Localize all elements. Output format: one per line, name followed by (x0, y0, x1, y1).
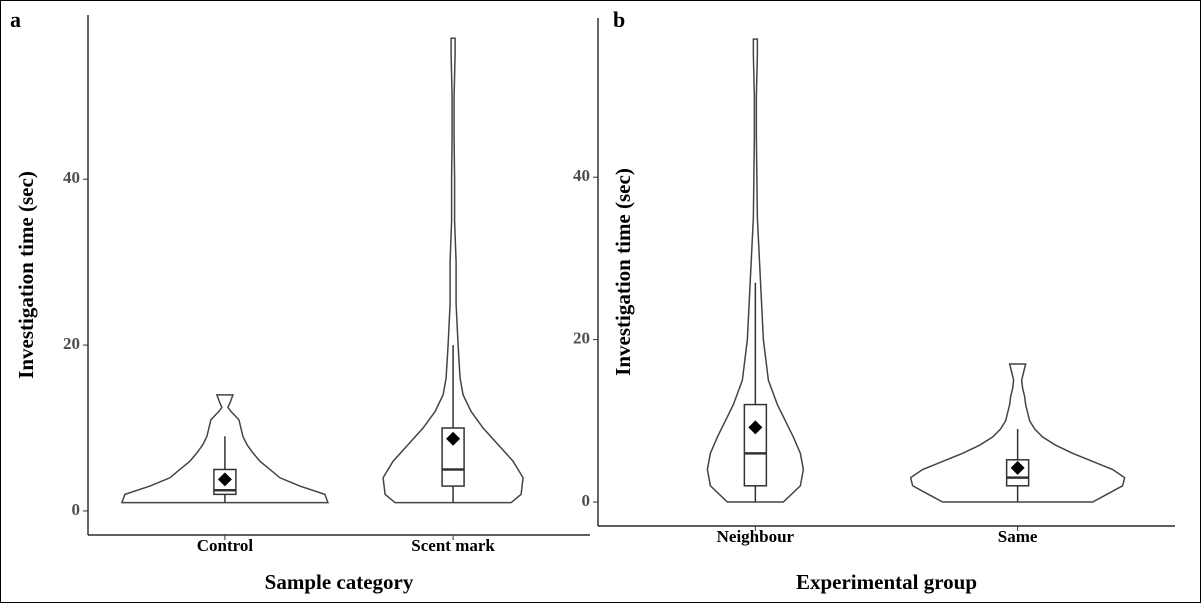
mean-marker (1010, 460, 1025, 475)
x-tick-label: Scent mark (411, 536, 495, 555)
y-tick-label: 40 (573, 166, 590, 185)
y-tick-label: 40 (63, 168, 80, 187)
x-axis-title: Experimental group (796, 570, 977, 594)
panel-label: b (613, 7, 625, 32)
y-tick-label: 20 (573, 329, 590, 348)
x-tick-label: Control (197, 536, 254, 555)
y-tick-label: 0 (72, 500, 81, 519)
panel-label: a (10, 7, 21, 32)
mean-marker (446, 431, 461, 446)
violin-outline (453, 37, 524, 504)
x-axis-title: Sample category (265, 570, 414, 594)
mean-marker (748, 420, 763, 435)
violin-outline (1017, 363, 1126, 503)
y-tick-label: 0 (582, 491, 591, 510)
mean-marker (217, 472, 232, 487)
violin-outline (909, 363, 1018, 503)
violin-outline (706, 38, 756, 503)
x-tick-label: Neighbour (717, 527, 795, 546)
x-tick-label: Same (998, 527, 1038, 546)
y-tick-label: 20 (63, 334, 80, 353)
violin-outline (224, 394, 329, 504)
box (441, 427, 465, 487)
violin-outline (382, 37, 454, 504)
y-axis-title: Investigation time (sec) (611, 168, 635, 376)
violin-outline (755, 38, 805, 503)
y-axis-title: Investigation time (sec) (14, 171, 38, 379)
violin-outline (120, 394, 225, 504)
box (743, 403, 768, 487)
